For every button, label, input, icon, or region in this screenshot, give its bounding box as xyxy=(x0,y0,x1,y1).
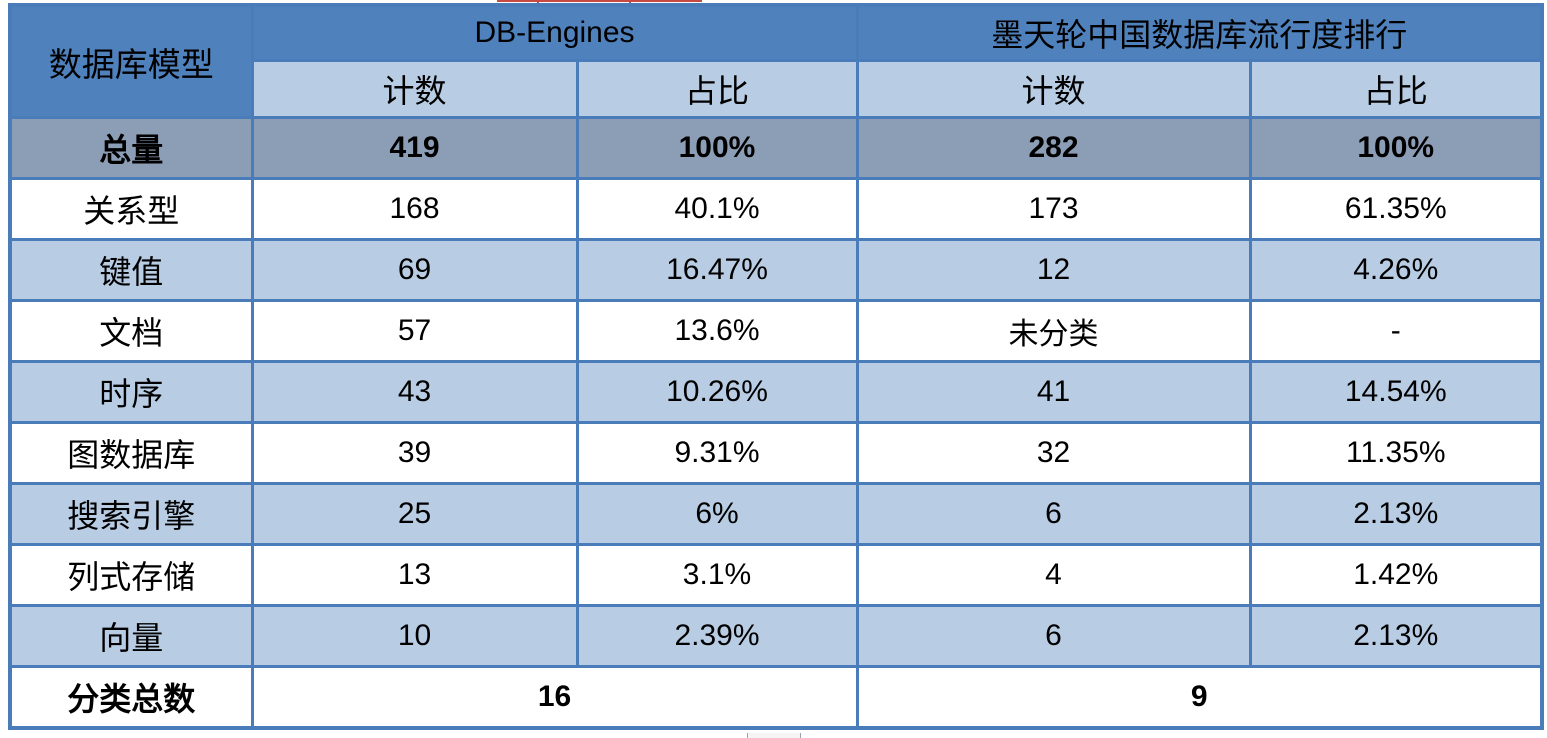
value-cell: 69 xyxy=(250,238,579,302)
red-underline-tick xyxy=(537,0,539,5)
table-body: 总量 419 100% 282 100% 关系型 168 40.1% 173 61.35% 键值 69… xyxy=(8,116,1544,730)
value-cell: 13.6% xyxy=(575,299,859,363)
value-cell: 12 xyxy=(855,238,1252,302)
red-underline-tick xyxy=(629,0,631,5)
value-cell: 3.1% xyxy=(575,543,859,607)
group-header-motianlun-ranking: 墨天轮中国数据库流行度排行 xyxy=(855,3,1544,62)
row-label: 关系型 xyxy=(8,177,254,241)
table-row: 图数据库 39 9.31% 32 11.35% xyxy=(8,421,1544,485)
value-cell: 2.13% xyxy=(1248,604,1544,668)
table-row: 列式存储 13 3.1% 4 1.42% xyxy=(8,543,1544,607)
table-row: 键值 69 16.47% 12 4.26% xyxy=(8,238,1544,302)
value-cell: 100% xyxy=(1248,116,1544,180)
value-cell: 43 xyxy=(250,360,579,424)
table-row: 关系型 168 40.1% 173 61.35% xyxy=(8,177,1544,241)
value-cell: 61.35% xyxy=(1248,177,1544,241)
table-row: 总量 419 100% 282 100% xyxy=(8,116,1544,180)
value-cell: 4 xyxy=(855,543,1252,607)
value-cell: 6 xyxy=(855,482,1252,546)
subheader-motianlun-count: 计数 xyxy=(855,59,1252,119)
value-cell: 未分类 xyxy=(855,299,1252,363)
value-cell: 13 xyxy=(250,543,579,607)
category-total-row: 分类总数 16 9 xyxy=(8,665,1544,730)
value-cell: 40.1% xyxy=(575,177,859,241)
value-cell: 9.31% xyxy=(575,421,859,485)
database-model-comparison-table: 数据库模型 DB-Engines 墨天轮中国数据库流行度排行 计数 占比 计数 … xyxy=(8,3,1544,730)
table-header: 数据库模型 DB-Engines 墨天轮中国数据库流行度排行 计数 占比 计数 … xyxy=(8,3,1544,119)
value-cell: 25 xyxy=(250,482,579,546)
table-row: 搜索引擎 25 6% 6 2.13% xyxy=(8,482,1544,546)
table-row: 向量 10 2.39% 6 2.13% xyxy=(8,604,1544,668)
value-cell: 419 xyxy=(250,116,579,180)
value-cell: 2.39% xyxy=(575,604,859,668)
value-cell: 16.47% xyxy=(575,238,859,302)
value-cell: 168 xyxy=(250,177,579,241)
value-cell: 282 xyxy=(855,116,1252,180)
cropped-red-underline-artifact xyxy=(497,0,702,5)
corner-header-database-model: 数据库模型 xyxy=(8,3,254,119)
value-cell: 10 xyxy=(250,604,579,668)
value-cell: 39 xyxy=(250,421,579,485)
value-cell: 41 xyxy=(855,360,1252,424)
value-cell: 10.26% xyxy=(575,360,859,424)
row-label: 总量 xyxy=(8,116,254,180)
subheader-db-engines-share: 占比 xyxy=(575,59,859,119)
value-cell: 100% xyxy=(575,116,859,180)
subheader-motianlun-share: 占比 xyxy=(1248,59,1544,119)
table-row: 文档 57 13.6% 未分类 - xyxy=(8,299,1544,363)
value-cell: 32 xyxy=(855,421,1252,485)
row-label: 时序 xyxy=(8,360,254,424)
sub-header-row: 计数 占比 计数 占比 xyxy=(10,59,1544,119)
row-label: 列式存储 xyxy=(8,543,254,607)
row-label: 搜索引擎 xyxy=(8,482,254,546)
category-total-db-engines: 16 xyxy=(250,665,859,730)
row-label: 向量 xyxy=(8,604,254,668)
row-label: 键值 xyxy=(8,238,254,302)
row-label: 文档 xyxy=(8,299,254,363)
value-cell: 6% xyxy=(575,482,859,546)
value-cell: 1.42% xyxy=(1248,543,1544,607)
value-cell: 11.35% xyxy=(1248,421,1544,485)
value-cell: 173 xyxy=(855,177,1252,241)
value-cell: - xyxy=(1248,299,1544,363)
row-label-category-total: 分类总数 xyxy=(8,665,254,730)
row-label: 图数据库 xyxy=(8,421,254,485)
value-cell: 2.13% xyxy=(1248,482,1544,546)
cropped-cell-fragment xyxy=(747,733,801,738)
category-total-motianlun: 9 xyxy=(855,665,1544,730)
group-header-row: 数据库模型 DB-Engines 墨天轮中国数据库流行度排行 xyxy=(8,3,1544,119)
value-cell: 6 xyxy=(855,604,1252,668)
group-header-db-engines: DB-Engines xyxy=(250,3,859,62)
value-cell: 4.26% xyxy=(1248,238,1544,302)
value-cell: 57 xyxy=(250,299,579,363)
value-cell: 14.54% xyxy=(1248,360,1544,424)
table-row: 时序 43 10.26% 41 14.54% xyxy=(8,360,1544,424)
subheader-db-engines-count: 计数 xyxy=(250,59,579,119)
